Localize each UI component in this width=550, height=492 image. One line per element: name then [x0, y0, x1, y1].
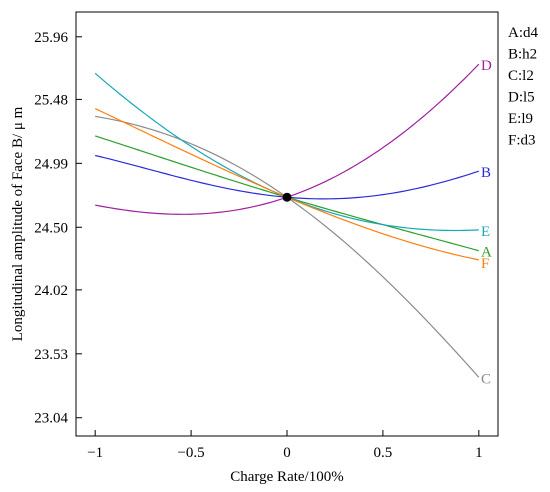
x-tick-label: −0.5 [177, 445, 204, 461]
series-line-b [95, 154, 480, 200]
series-end-label-f: F [481, 256, 489, 272]
x-tick-label: 0 [283, 445, 291, 461]
axes-layer: −1 −0.5 0 0.5 1 23.04 23.53 24.02 24.50 24.99 25.4… [34, 30, 482, 461]
series-end-label-b: B [481, 165, 491, 181]
legend-entry: C:l2 [508, 68, 534, 84]
legend-entry: D:l5 [508, 90, 535, 106]
series-end-label-a: A [481, 245, 492, 261]
y-tick-label: 25.48 [34, 92, 68, 108]
legend-entry: A:d4 [508, 25, 539, 41]
y-tick-label: 24.02 [34, 283, 68, 299]
y-tick-label: 24.99 [34, 156, 68, 172]
series-end-label-c: C [481, 371, 491, 387]
series-line-f [94, 107, 479, 261]
x-tick-label: 1 [475, 445, 483, 461]
y-tick-label: 23.53 [34, 347, 68, 363]
series-end-label-d: D [481, 58, 492, 74]
x-tick-label: 0.5 [374, 445, 393, 461]
center-point-marker [282, 192, 292, 202]
plot-frame [75, 11, 499, 437]
series-end-label-e: E [481, 224, 490, 240]
legend-entry: E:l9 [508, 111, 533, 127]
y-tick-label: 25.96 [34, 30, 68, 46]
x-tick-label: −1 [87, 445, 103, 461]
series-line-d [95, 63, 480, 215]
y-axis-title: Longitudinal amplitude of Face B/ μ m [10, 106, 26, 341]
series-line-c [95, 115, 480, 378]
series-labels-layer: A B C D EF [481, 58, 492, 387]
legend: A:d4 B:h2 C:l2 D:l5 E:l9 F:d3 [508, 25, 539, 149]
series-line-e [94, 72, 479, 232]
legend-entry: F:d3 [508, 133, 536, 149]
legend-entry: B:h2 [508, 47, 537, 63]
y-tick-label: 24.50 [34, 220, 68, 236]
x-axis-title: Charge Rate/100% [230, 469, 343, 485]
series-layer [94, 63, 480, 378]
y-tick-label: 23.04 [34, 411, 68, 427]
